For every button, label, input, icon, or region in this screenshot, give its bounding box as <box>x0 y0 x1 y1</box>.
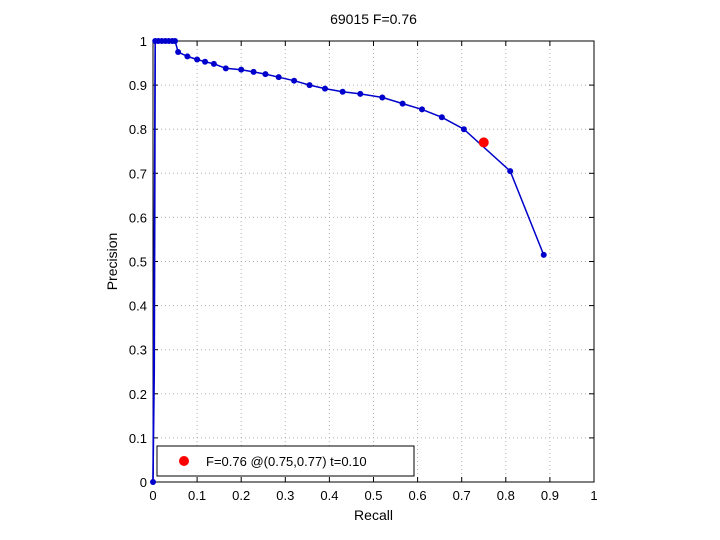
legend-box <box>156 445 415 477</box>
data-point <box>379 94 386 101</box>
data-point <box>321 85 328 92</box>
y-tick-label: 0.3 <box>129 343 147 358</box>
x-tick-label: 0.9 <box>541 488 559 503</box>
x-tick-label: 0 <box>149 488 156 503</box>
legend: F=0.76 @(0.75,0.77) t=0.10 <box>156 445 415 477</box>
legend-label: F=0.76 @(0.75,0.77) t=0.10 <box>206 454 367 469</box>
y-tick-label: 0.7 <box>129 166 147 181</box>
y-tick-label: 0.8 <box>129 122 147 137</box>
chart-title: 69015 F=0.76 <box>330 11 417 27</box>
data-point <box>275 74 282 81</box>
y-tick-label: 0.5 <box>129 255 147 270</box>
data-point <box>175 49 182 56</box>
data-point <box>184 53 191 60</box>
x-tick-label: 1 <box>590 488 597 503</box>
y-tick-label: 0.6 <box>129 210 147 225</box>
y-tick-labels: 0 0.1 0.2 0.3 0.4 0.5 0.6 0.7 0.8 0.9 1 <box>129 34 147 490</box>
x-tick-label: 0.8 <box>497 488 515 503</box>
data-point <box>194 56 201 63</box>
data-point <box>210 60 217 67</box>
series-layer <box>150 38 547 485</box>
data-point <box>339 88 346 95</box>
x-tick-labels: 0 0.1 0.2 0.3 0.4 0.5 0.6 0.7 0.8 0.9 1 <box>149 488 597 503</box>
x-tick-label: 0.4 <box>320 488 338 503</box>
y-axis-title: Precision <box>104 233 120 291</box>
data-point <box>507 168 514 175</box>
data-point <box>540 251 547 258</box>
data-point <box>306 82 313 89</box>
x-axis-title: Recall <box>354 507 393 523</box>
x-tick-label: 0.5 <box>364 488 382 503</box>
data-point <box>399 100 406 107</box>
y-tick-label: 0.9 <box>129 78 147 93</box>
y-tick-label: 0.4 <box>129 299 147 314</box>
best-f-point <box>478 137 489 148</box>
y-tick-label: 0.1 <box>129 431 147 446</box>
data-point <box>419 106 426 113</box>
x-tick-label: 0.3 <box>276 488 294 503</box>
data-point <box>250 68 257 75</box>
x-tick-label: 0.1 <box>188 488 206 503</box>
data-point <box>438 114 445 121</box>
x-tick-label: 0.7 <box>453 488 471 503</box>
y-tick-label: 1 <box>140 34 147 49</box>
y-tick-label: 0 <box>140 475 147 490</box>
data-point <box>262 71 269 78</box>
x-tick-label: 0.2 <box>232 488 250 503</box>
x-tick-label: 0.6 <box>409 488 427 503</box>
data-point <box>460 126 467 133</box>
highlight-layer <box>478 137 489 148</box>
data-point <box>291 77 298 84</box>
y-tick-label: 0.2 <box>129 387 147 402</box>
data-point <box>238 66 245 73</box>
data-point <box>222 65 229 72</box>
grid-lines <box>153 41 594 482</box>
data-point <box>202 58 209 65</box>
legend-marker <box>179 456 189 466</box>
data-point <box>172 38 179 44</box>
data-point <box>150 479 156 485</box>
data-point <box>357 90 364 97</box>
